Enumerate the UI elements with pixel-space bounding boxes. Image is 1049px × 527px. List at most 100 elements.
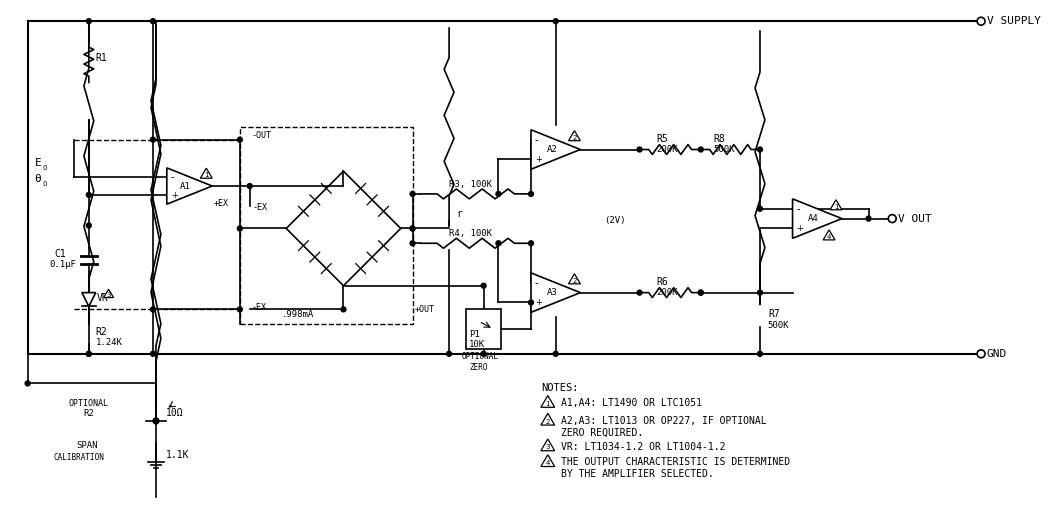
Polygon shape xyxy=(793,199,842,238)
Circle shape xyxy=(153,418,158,424)
Text: A4: A4 xyxy=(808,214,818,223)
Circle shape xyxy=(699,290,703,295)
Polygon shape xyxy=(823,230,835,240)
Text: 2: 2 xyxy=(545,418,550,425)
Text: 1: 1 xyxy=(545,401,550,407)
Text: V SUPPLY: V SUPPLY xyxy=(987,16,1041,26)
Circle shape xyxy=(410,226,415,231)
Circle shape xyxy=(341,307,346,312)
Text: R4, 100K: R4, 100K xyxy=(449,229,492,238)
Text: 2: 2 xyxy=(573,278,577,284)
Polygon shape xyxy=(82,292,95,306)
Text: P1: P1 xyxy=(469,329,479,338)
Text: R7: R7 xyxy=(768,309,779,319)
Text: 4: 4 xyxy=(545,460,550,466)
Text: 1.1K: 1.1K xyxy=(166,451,189,461)
Polygon shape xyxy=(541,413,555,425)
Circle shape xyxy=(150,137,155,142)
Text: ZERO: ZERO xyxy=(470,363,488,372)
Circle shape xyxy=(977,350,985,358)
Circle shape xyxy=(699,147,703,152)
Text: -: - xyxy=(535,134,538,144)
Text: +: + xyxy=(171,191,177,200)
Text: 3: 3 xyxy=(106,292,111,298)
Text: +: + xyxy=(796,224,804,233)
Text: .998mA: .998mA xyxy=(282,310,315,319)
Text: A1: A1 xyxy=(180,181,191,191)
Polygon shape xyxy=(531,130,580,169)
Text: 200K: 200K xyxy=(657,145,678,154)
Text: (2V): (2V) xyxy=(604,216,625,225)
Text: +: + xyxy=(535,155,542,164)
Text: C1: C1 xyxy=(55,249,66,259)
Text: 1: 1 xyxy=(834,204,838,210)
Circle shape xyxy=(757,352,763,356)
Polygon shape xyxy=(541,439,555,451)
Text: θ: θ xyxy=(35,174,41,184)
Bar xyxy=(240,127,412,324)
Text: OPTIONAL: OPTIONAL xyxy=(69,398,109,408)
Text: 0: 0 xyxy=(42,181,47,187)
Text: R5: R5 xyxy=(657,134,668,144)
Circle shape xyxy=(866,216,871,221)
Circle shape xyxy=(529,191,534,197)
Circle shape xyxy=(699,290,703,295)
Circle shape xyxy=(889,214,896,222)
Text: +: + xyxy=(535,298,542,307)
Circle shape xyxy=(529,300,534,305)
Text: ZERO REQUIRED.: ZERO REQUIRED. xyxy=(560,428,643,438)
Circle shape xyxy=(86,19,91,24)
Circle shape xyxy=(637,147,642,152)
Text: -OUT: -OUT xyxy=(252,131,272,140)
Text: R2: R2 xyxy=(84,408,94,417)
Text: 500K: 500K xyxy=(713,145,735,154)
Text: VR: LT1034-1.2 OR LT1004-1.2: VR: LT1034-1.2 OR LT1004-1.2 xyxy=(560,442,725,452)
Polygon shape xyxy=(167,168,212,204)
Text: THE OUTPUT CHARACTERISTIC IS DETERMINED: THE OUTPUT CHARACTERISTIC IS DETERMINED xyxy=(560,457,790,467)
Circle shape xyxy=(481,352,486,356)
Text: R2: R2 xyxy=(95,327,107,337)
Circle shape xyxy=(447,352,451,356)
Circle shape xyxy=(757,290,763,295)
Text: 2: 2 xyxy=(573,135,577,141)
Text: 0: 0 xyxy=(42,165,47,171)
Polygon shape xyxy=(830,200,842,210)
Polygon shape xyxy=(541,455,555,466)
Text: 200K: 200K xyxy=(657,288,678,297)
Text: R6: R6 xyxy=(657,277,668,287)
Text: 3: 3 xyxy=(545,444,550,450)
Text: 4: 4 xyxy=(827,234,831,240)
Text: -EX: -EX xyxy=(252,303,266,312)
Circle shape xyxy=(757,147,763,152)
Text: E: E xyxy=(35,158,41,168)
Text: BY THE AMPLIFIER SELECTED.: BY THE AMPLIFIER SELECTED. xyxy=(560,469,713,479)
Circle shape xyxy=(86,223,91,228)
Text: -: - xyxy=(535,278,538,288)
Circle shape xyxy=(150,19,155,24)
Polygon shape xyxy=(531,273,580,313)
Text: R3, 100K: R3, 100K xyxy=(449,180,492,189)
Circle shape xyxy=(553,19,558,24)
Bar xyxy=(466,309,501,349)
Circle shape xyxy=(86,352,91,356)
Text: -: - xyxy=(796,204,800,214)
Circle shape xyxy=(237,137,242,142)
Polygon shape xyxy=(104,289,113,298)
Polygon shape xyxy=(569,131,580,141)
Text: CALIBRATION: CALIBRATION xyxy=(53,453,105,462)
Text: -: - xyxy=(171,172,174,182)
Circle shape xyxy=(410,191,415,197)
Circle shape xyxy=(553,352,558,356)
Text: +EX: +EX xyxy=(214,199,229,208)
Circle shape xyxy=(529,241,534,246)
Text: 10K: 10K xyxy=(469,340,485,349)
Text: OPTIONAL: OPTIONAL xyxy=(462,352,499,362)
Text: +OUT: +OUT xyxy=(414,305,434,314)
Text: A2: A2 xyxy=(547,145,557,154)
Polygon shape xyxy=(541,396,555,407)
Text: 500K: 500K xyxy=(768,321,790,330)
Text: A1,A4: LT1490 OR LTC1051: A1,A4: LT1490 OR LTC1051 xyxy=(560,398,702,408)
Text: VR: VR xyxy=(97,292,108,302)
Circle shape xyxy=(237,307,242,312)
Text: V OUT: V OUT xyxy=(898,213,932,223)
